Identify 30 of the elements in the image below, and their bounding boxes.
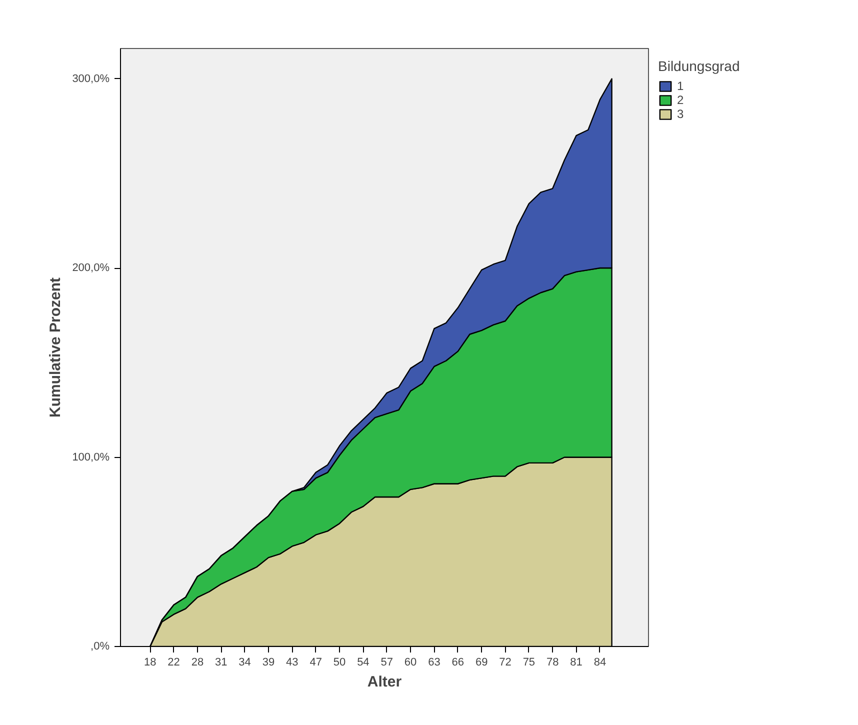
x-tick-label: 18 bbox=[144, 656, 156, 668]
y-tick-label: ,0% bbox=[90, 640, 110, 652]
x-tick-label: 28 bbox=[191, 656, 204, 668]
x-tick-label: 39 bbox=[262, 656, 275, 668]
x-tick-label: 34 bbox=[238, 656, 251, 668]
x-tick-label: 31 bbox=[215, 656, 228, 668]
legend-label: 3 bbox=[677, 107, 685, 121]
x-tick-label: 22 bbox=[168, 656, 180, 668]
legend-label: 1 bbox=[677, 79, 685, 93]
x-tick-label: 66 bbox=[452, 656, 464, 668]
x-axis-title: Alter bbox=[367, 674, 402, 690]
x-tick-label: 81 bbox=[570, 656, 582, 668]
y-tick-label: 200,0% bbox=[72, 262, 110, 274]
x-tick-label: 43 bbox=[286, 656, 298, 668]
legend-label: 2 bbox=[677, 93, 685, 107]
x-tick-label: 50 bbox=[333, 656, 346, 668]
x-tick-label: 47 bbox=[310, 656, 322, 668]
x-tick-label: 69 bbox=[475, 656, 488, 668]
x-tick-label: 60 bbox=[404, 656, 417, 668]
x-tick-label: 72 bbox=[499, 656, 512, 668]
x-tick-label: 63 bbox=[428, 656, 440, 668]
y-tick-label: 300,0% bbox=[72, 72, 110, 85]
legend-title: Bildungsgrad bbox=[658, 58, 740, 74]
y-axis-title: Kumulative Prozent bbox=[47, 277, 64, 418]
x-tick-label: 75 bbox=[522, 656, 536, 668]
x-tick-label: 84 bbox=[594, 656, 606, 668]
x-tick-label: 57 bbox=[380, 656, 393, 668]
x-tick-label: 78 bbox=[546, 656, 559, 668]
x-tick-label: 54 bbox=[357, 656, 370, 668]
y-tick-label: 100,0% bbox=[72, 451, 110, 464]
